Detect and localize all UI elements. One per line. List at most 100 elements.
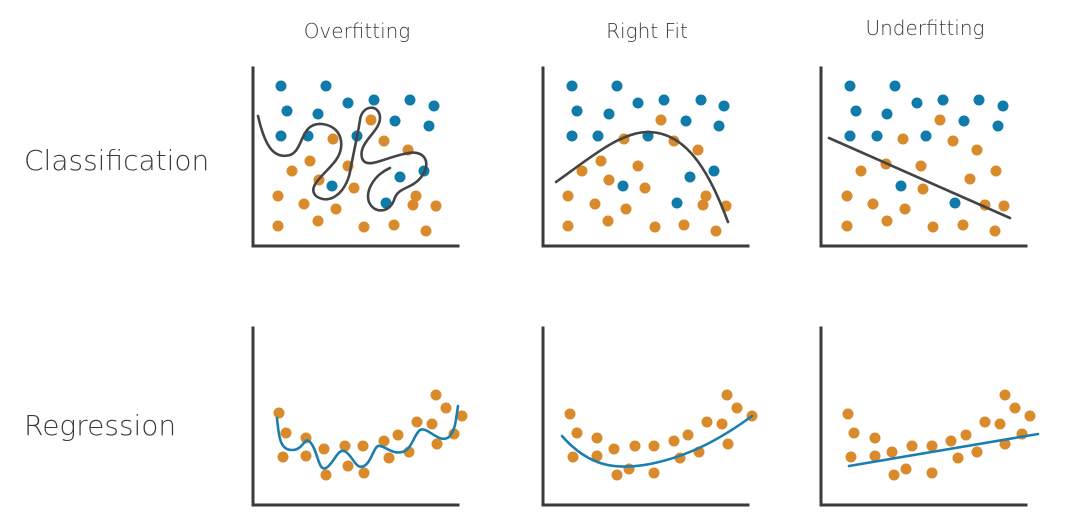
point (275, 80, 287, 92)
point (731, 402, 743, 414)
point (710, 225, 722, 237)
point (708, 165, 720, 177)
point (428, 100, 440, 112)
point (881, 108, 893, 120)
point (426, 418, 438, 430)
point (895, 180, 907, 192)
point (378, 135, 390, 147)
regression-curve (275, 404, 460, 470)
point (562, 220, 574, 232)
point (272, 220, 284, 232)
point (906, 440, 918, 452)
point (718, 100, 730, 112)
point (713, 120, 725, 132)
point (281, 105, 293, 117)
point (957, 219, 969, 231)
point (697, 199, 709, 211)
point (608, 443, 620, 455)
point (700, 190, 712, 202)
point (721, 389, 733, 401)
point (869, 450, 881, 462)
point (889, 80, 901, 92)
point (562, 190, 574, 202)
point (431, 438, 443, 450)
point (392, 429, 404, 441)
point (304, 155, 316, 167)
point (897, 133, 909, 145)
point (997, 100, 1009, 112)
column-title-overfitting: Overfitting (304, 19, 411, 43)
point (952, 452, 964, 464)
point (602, 215, 614, 227)
point (571, 427, 583, 439)
point (649, 221, 661, 233)
point (567, 451, 579, 463)
point (440, 402, 452, 414)
point (850, 105, 862, 117)
point (926, 440, 938, 452)
point (648, 440, 660, 452)
point (611, 80, 623, 92)
point (845, 451, 857, 463)
point (867, 198, 879, 210)
point (934, 114, 946, 126)
point (591, 432, 603, 444)
point (430, 200, 442, 212)
point (357, 440, 369, 452)
point (571, 105, 583, 117)
point (629, 440, 641, 452)
column-title-right-fit: Right Fit (606, 19, 688, 43)
point (404, 94, 416, 106)
point (1024, 410, 1036, 422)
point (277, 451, 289, 463)
point (566, 130, 578, 142)
point (888, 469, 900, 481)
point (620, 203, 632, 215)
point (841, 190, 853, 202)
point (617, 180, 629, 192)
point (326, 180, 338, 192)
point (368, 94, 380, 106)
point (611, 469, 623, 481)
point (871, 130, 883, 142)
decision-boundary (256, 106, 428, 212)
axes (541, 66, 750, 248)
point (448, 428, 460, 440)
axes (819, 66, 1028, 248)
data-points (564, 389, 758, 481)
point (388, 219, 400, 231)
point (1009, 402, 1021, 414)
point (945, 435, 957, 447)
point (899, 203, 911, 215)
point (407, 199, 419, 211)
point (603, 108, 615, 120)
point (844, 80, 856, 92)
point (639, 182, 651, 194)
point (318, 443, 330, 455)
point (979, 416, 991, 428)
point (722, 438, 734, 450)
point (312, 108, 324, 120)
point (695, 94, 707, 106)
point (881, 215, 893, 227)
point (964, 173, 976, 185)
point (423, 120, 435, 132)
column-title-underfitting: Underfitting (865, 16, 984, 40)
point (841, 220, 853, 232)
point (365, 114, 377, 126)
point (648, 467, 660, 479)
point (848, 427, 860, 439)
point (682, 429, 694, 441)
point (947, 135, 959, 147)
point (658, 94, 670, 106)
point (330, 203, 342, 215)
point (915, 160, 927, 172)
point (917, 183, 929, 195)
point (855, 165, 867, 177)
panel-classification-underfitting (819, 66, 1028, 248)
point (383, 452, 395, 464)
row-title-classification: Classification (24, 144, 209, 177)
point (275, 130, 287, 142)
point (900, 463, 912, 475)
point (937, 94, 949, 106)
